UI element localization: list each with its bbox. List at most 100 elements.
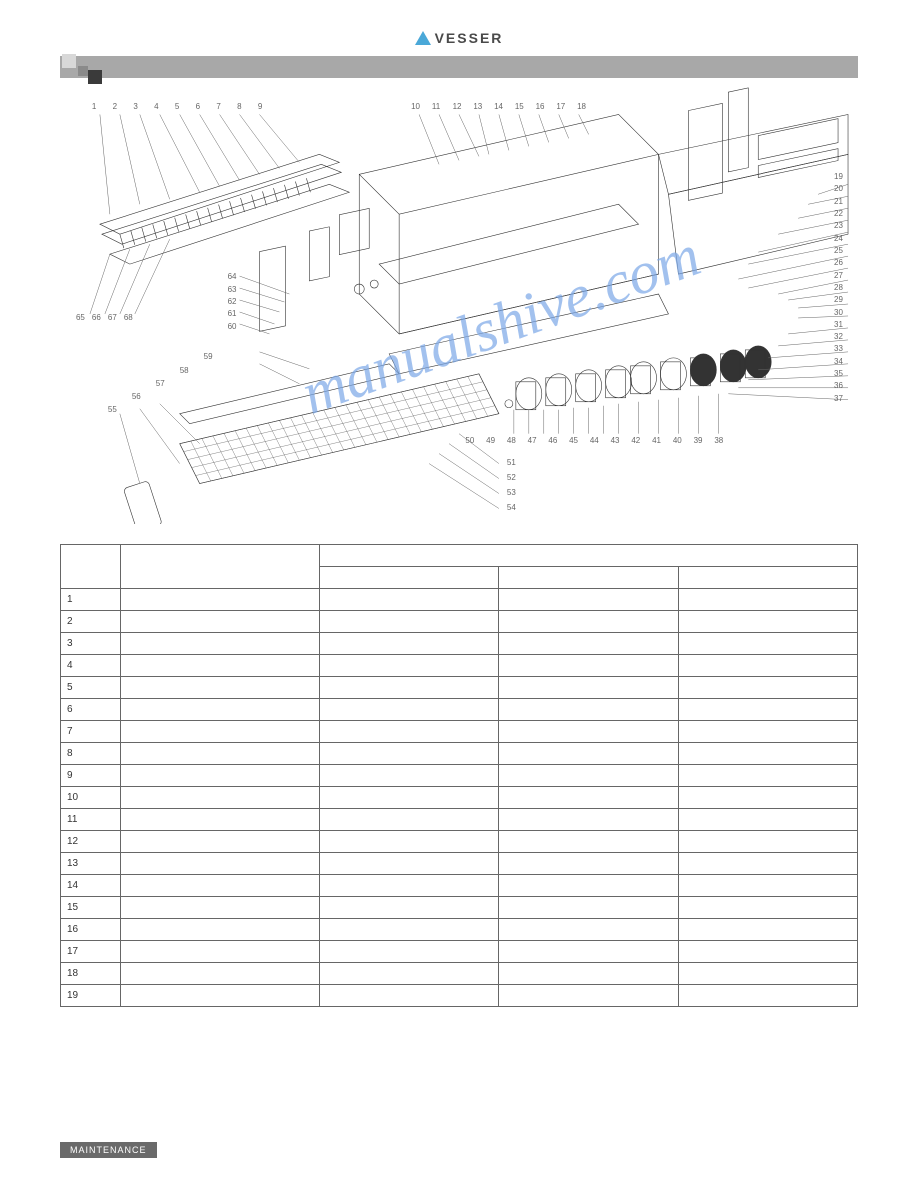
cell-c3	[678, 875, 857, 897]
cell-c2	[499, 985, 678, 1007]
cell-c1	[320, 941, 499, 963]
cell-name	[120, 655, 319, 677]
table-row: 15	[61, 897, 858, 919]
cell-c2	[499, 677, 678, 699]
callout-label: 57	[156, 379, 165, 388]
callout-label: 49	[486, 436, 495, 445]
cell-no: 13	[61, 853, 121, 875]
cell-c3	[678, 853, 857, 875]
cell-name	[120, 919, 319, 941]
cell-c1	[320, 589, 499, 611]
cell-c3	[678, 677, 857, 699]
diagram-svg	[60, 84, 858, 524]
cell-c1	[320, 677, 499, 699]
cell-c2	[499, 699, 678, 721]
cell-c2	[499, 875, 678, 897]
cell-c2	[499, 853, 678, 875]
callout-label: 43	[611, 436, 620, 445]
cell-no: 10	[61, 787, 121, 809]
cell-c1	[320, 875, 499, 897]
callout-label: 64	[228, 272, 237, 281]
callout-label: 45	[569, 436, 578, 445]
cell-c2	[499, 589, 678, 611]
callout-label: 55	[108, 405, 117, 414]
cell-c2	[499, 919, 678, 941]
cell-c1	[320, 809, 499, 831]
page-header: VESSER	[60, 30, 858, 48]
cell-name	[120, 831, 319, 853]
cell-c2	[499, 743, 678, 765]
callout-label: 6	[196, 102, 200, 111]
header-bar	[60, 56, 858, 78]
cell-no: 1	[61, 589, 121, 611]
cell-no: 2	[61, 611, 121, 633]
table-row: 8	[61, 743, 858, 765]
cell-c3	[678, 611, 857, 633]
table-row: 2	[61, 611, 858, 633]
table-row: 18	[61, 963, 858, 985]
decor-square	[88, 70, 102, 84]
callout-label: 16	[536, 102, 545, 111]
callout-label: 8	[237, 102, 241, 111]
cell-c1	[320, 655, 499, 677]
cell-c2	[499, 633, 678, 655]
cell-name	[120, 963, 319, 985]
callout-label: 5	[175, 102, 179, 111]
table-row: 1	[61, 589, 858, 611]
cell-name	[120, 809, 319, 831]
callout-label: 10	[411, 102, 420, 111]
callout-label: 14	[494, 102, 503, 111]
col-product-group	[320, 545, 858, 567]
cell-c2	[499, 765, 678, 787]
callout-label: 63	[228, 285, 237, 294]
callout-label: 59	[204, 352, 213, 361]
callout-label: 1	[92, 102, 96, 111]
footer-tag: MAINTENANCE	[60, 1142, 157, 1158]
cell-name	[120, 633, 319, 655]
callout-label: 7	[216, 102, 220, 111]
callout-label: 58	[180, 366, 189, 375]
cell-c1	[320, 897, 499, 919]
callout-label: 40	[673, 436, 682, 445]
callout-label: 4	[154, 102, 158, 111]
table-row: 12	[61, 831, 858, 853]
callout-label: 19	[834, 172, 843, 181]
callout-label: 23	[834, 221, 843, 230]
callout-label: 12	[453, 102, 462, 111]
cell-c2	[499, 787, 678, 809]
callout-label: 28	[834, 283, 843, 292]
callout-label: 41	[652, 436, 661, 445]
cell-c1	[320, 699, 499, 721]
table-row: 5	[61, 677, 858, 699]
decor-square	[62, 54, 76, 68]
callout-label: 47	[528, 436, 537, 445]
cell-c3	[678, 743, 857, 765]
cell-no: 8	[61, 743, 121, 765]
table-row: 11	[61, 809, 858, 831]
cell-name	[120, 743, 319, 765]
cell-no: 12	[61, 831, 121, 853]
callout-label: 36	[834, 381, 843, 390]
callout-label: 27	[834, 271, 843, 280]
cell-c1	[320, 853, 499, 875]
cell-name	[120, 875, 319, 897]
col-model-3	[678, 567, 857, 589]
callout-label: 42	[631, 436, 640, 445]
table-header-row	[61, 545, 858, 567]
cell-c2	[499, 655, 678, 677]
table-row: 9	[61, 765, 858, 787]
cell-name	[120, 787, 319, 809]
col-no	[61, 545, 121, 589]
cell-no: 16	[61, 919, 121, 941]
cell-c3	[678, 655, 857, 677]
cell-name	[120, 611, 319, 633]
table-row: 10	[61, 787, 858, 809]
cell-no: 15	[61, 897, 121, 919]
cell-no: 3	[61, 633, 121, 655]
callout-label: 50	[465, 436, 474, 445]
cell-c3	[678, 633, 857, 655]
callout-label: 52	[507, 473, 516, 482]
callout-label: 67	[108, 313, 117, 322]
cell-c2	[499, 611, 678, 633]
cell-no: 4	[61, 655, 121, 677]
